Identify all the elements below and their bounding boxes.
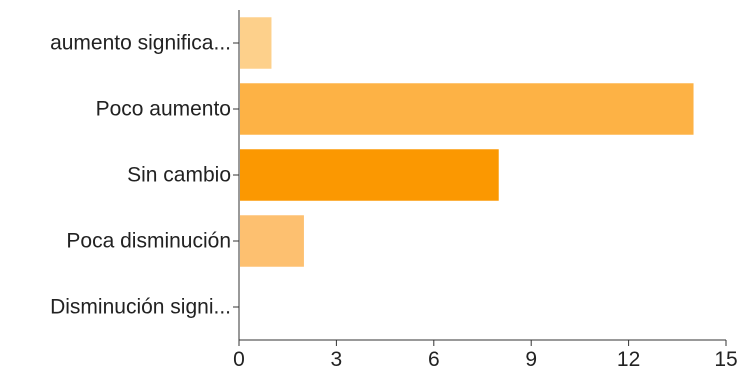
category-labels: aumento significa... Poco aumento Sin camb… [50,32,231,319]
bars-layer [240,17,694,267]
bar-1 [240,83,694,135]
bar-3 [240,215,304,267]
axes: 0 3 6 9 12 15 [233,10,738,371]
bar-2 [240,149,499,201]
x-tick-label-2: 6 [428,348,440,371]
category-label-2: Sin cambio [127,164,231,187]
x-tick-label-5: 15 [714,348,737,371]
category-label-3: Poca disminución [66,230,231,253]
x-tick-label-4: 12 [617,348,640,371]
bar-0 [240,17,272,69]
x-tick-label-0: 0 [233,348,245,371]
x-tick-label-1: 3 [331,348,343,371]
category-label-1: Poco aumento [96,98,231,121]
category-label-0: aumento significa... [50,32,231,55]
x-tick-label-3: 9 [525,348,537,371]
category-label-4: Disminución signi... [50,296,231,319]
